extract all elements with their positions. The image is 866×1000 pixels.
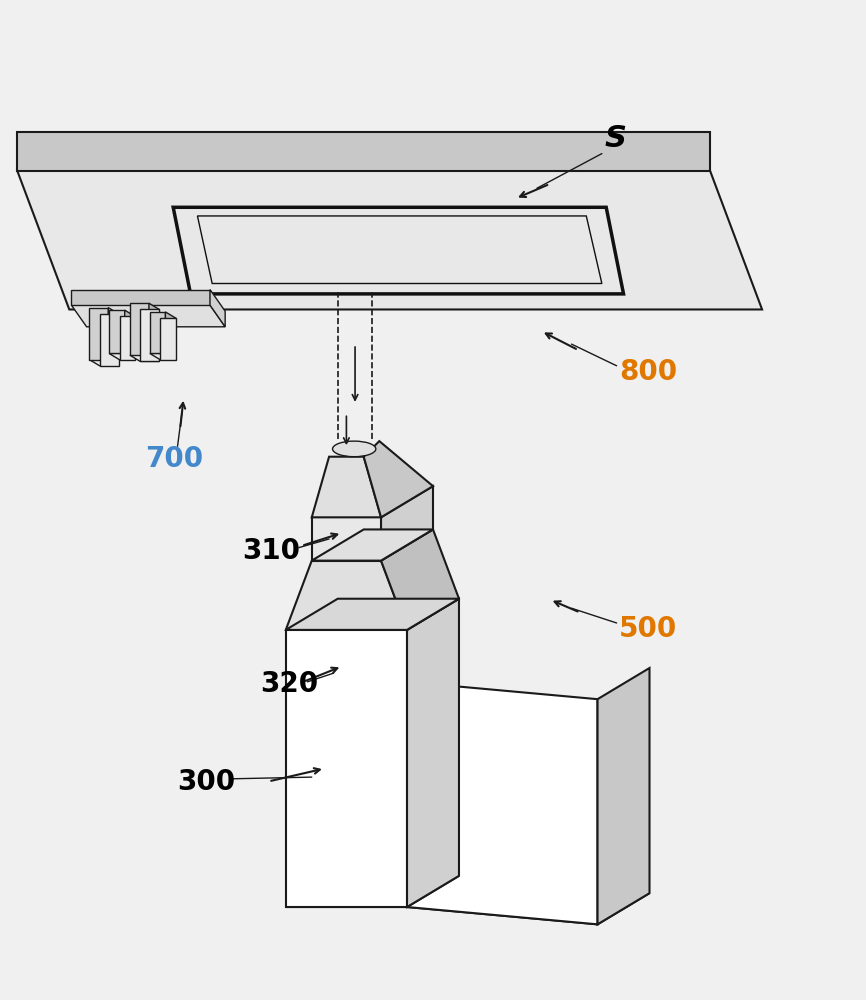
Polygon shape	[286, 630, 407, 907]
Text: 310: 310	[242, 537, 301, 565]
Text: S: S	[604, 124, 626, 153]
Text: 500: 500	[619, 615, 677, 643]
Polygon shape	[100, 314, 119, 366]
Polygon shape	[598, 668, 650, 924]
Polygon shape	[407, 682, 598, 924]
Polygon shape	[130, 303, 149, 355]
Text: 300: 300	[178, 768, 236, 796]
Polygon shape	[364, 441, 433, 517]
Polygon shape	[173, 207, 624, 294]
Polygon shape	[165, 312, 176, 360]
Polygon shape	[286, 561, 407, 630]
Text: 320: 320	[260, 670, 318, 698]
Text: 700: 700	[145, 445, 204, 473]
Polygon shape	[312, 529, 433, 561]
Polygon shape	[108, 308, 119, 366]
Polygon shape	[407, 876, 650, 924]
Polygon shape	[197, 216, 602, 284]
Ellipse shape	[333, 441, 376, 457]
Polygon shape	[312, 457, 381, 517]
Polygon shape	[150, 353, 176, 360]
Polygon shape	[109, 353, 135, 360]
Polygon shape	[130, 355, 159, 361]
Polygon shape	[150, 312, 165, 353]
Polygon shape	[89, 308, 108, 360]
Text: 800: 800	[619, 358, 677, 386]
Polygon shape	[17, 171, 762, 309]
Polygon shape	[140, 309, 159, 361]
Polygon shape	[149, 303, 159, 361]
Polygon shape	[71, 290, 210, 305]
Polygon shape	[71, 305, 225, 327]
Polygon shape	[125, 310, 135, 360]
Polygon shape	[381, 486, 433, 561]
Polygon shape	[312, 517, 381, 561]
Polygon shape	[109, 310, 125, 353]
Polygon shape	[160, 318, 176, 360]
Polygon shape	[210, 290, 225, 327]
Polygon shape	[17, 132, 710, 171]
Polygon shape	[407, 599, 459, 907]
Polygon shape	[286, 599, 459, 630]
Polygon shape	[381, 529, 459, 630]
Polygon shape	[286, 876, 459, 907]
Polygon shape	[120, 316, 135, 360]
Polygon shape	[89, 360, 119, 366]
